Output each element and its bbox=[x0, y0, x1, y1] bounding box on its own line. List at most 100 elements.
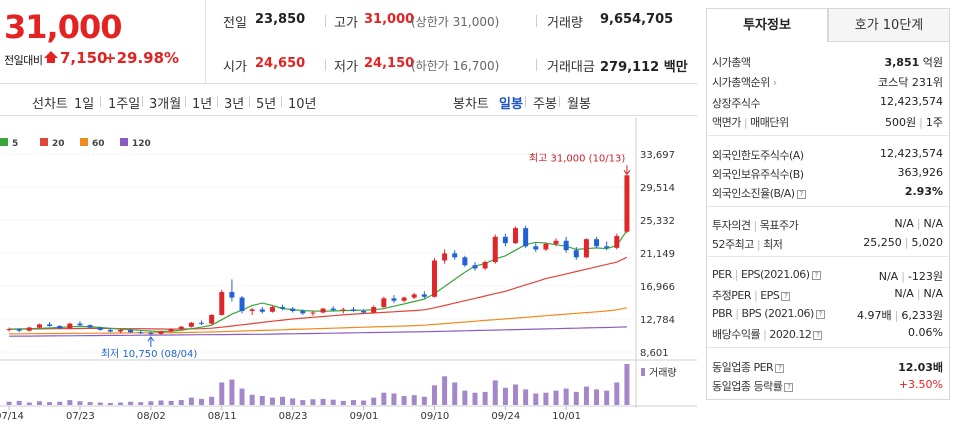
volume-bar bbox=[361, 400, 367, 405]
volume-bar bbox=[239, 388, 245, 405]
volume-bar bbox=[614, 382, 620, 405]
foreign-hold-label: 외국인보유주식수(B) bbox=[712, 168, 804, 181]
volume-bar bbox=[391, 393, 397, 405]
period-5y-button[interactable]: 5년 bbox=[256, 97, 277, 112]
legend-swatch bbox=[80, 138, 88, 146]
candle-body bbox=[47, 324, 53, 326]
volume-bar bbox=[148, 401, 154, 405]
volume-bar bbox=[158, 400, 164, 405]
line-chart-button[interactable]: 선차트 bbox=[32, 97, 68, 112]
low-label: 저가 bbox=[334, 60, 358, 75]
lower-limit: (하한가 16,700) bbox=[411, 59, 500, 73]
candle-body bbox=[128, 329, 134, 333]
volume-bar bbox=[624, 364, 630, 405]
period-3y-button[interactable]: 3년 bbox=[224, 97, 245, 112]
market-cap-label: 시가총액 bbox=[712, 56, 751, 69]
candle-body bbox=[199, 322, 205, 324]
volume-value: 9,654,705 bbox=[600, 12, 674, 27]
pbr-label: PBR | BPS (2021.06)? bbox=[712, 307, 825, 320]
candle-body bbox=[259, 309, 265, 312]
foreign-limit-value: 12,423,574 bbox=[880, 147, 943, 160]
candle-body bbox=[239, 297, 245, 311]
candle-body bbox=[16, 329, 22, 331]
annotation-high: 최고 31,000 (10/13) bbox=[529, 152, 625, 164]
candle-body bbox=[442, 253, 448, 261]
par-label: 액면가 | 매매단위 bbox=[712, 116, 789, 129]
candle-body bbox=[371, 307, 377, 313]
volume-bar bbox=[513, 384, 519, 405]
candle-body bbox=[472, 265, 478, 269]
industry-rate-label: 동일업종 등락률? bbox=[712, 378, 794, 394]
volume-bar bbox=[117, 402, 123, 405]
period-1w-button[interactable]: 1주일 bbox=[108, 97, 141, 112]
volume-bar bbox=[431, 385, 437, 405]
volume-bar bbox=[6, 401, 12, 405]
volume-bar bbox=[249, 394, 255, 405]
candle-body bbox=[26, 327, 32, 331]
candle-body bbox=[158, 331, 164, 334]
divider bbox=[325, 15, 326, 27]
volume-bar bbox=[269, 397, 275, 405]
foreign-hold-value: 363,926 bbox=[897, 166, 944, 179]
candle-body bbox=[401, 297, 407, 301]
volume-bar bbox=[604, 390, 610, 405]
help-icon[interactable]: ? bbox=[775, 364, 785, 373]
help-icon[interactable]: ? bbox=[781, 292, 791, 301]
period-toolbar bbox=[0, 86, 697, 116]
volume-bar bbox=[300, 400, 306, 405]
candle-body bbox=[563, 240, 569, 251]
volume-bar bbox=[330, 399, 336, 405]
daily-candle-button[interactable]: 일봉 bbox=[499, 97, 523, 112]
low-arrow-icon bbox=[147, 336, 155, 348]
monthly-candle-button[interactable]: 월봉 bbox=[567, 97, 591, 112]
candle-body bbox=[107, 329, 113, 332]
volume-bar bbox=[188, 397, 194, 405]
rank-label[interactable]: 시가총액순위 › bbox=[712, 76, 777, 89]
period-1d-button[interactable]: 1일 bbox=[74, 97, 95, 112]
period-10y-button[interactable]: 10년 bbox=[288, 97, 317, 112]
tab-invest-info[interactable]: 투자정보 bbox=[706, 8, 828, 42]
candle-body bbox=[340, 309, 346, 311]
x-tick-label: 10/01 bbox=[552, 411, 581, 422]
help-icon[interactable]: ? bbox=[796, 190, 806, 199]
y-tick-label: 33,697 bbox=[640, 150, 675, 161]
x-tick-label: 07/14 bbox=[0, 411, 24, 422]
help-icon[interactable]: ? bbox=[815, 310, 825, 319]
help-icon[interactable]: ? bbox=[813, 331, 823, 340]
candle-body bbox=[310, 312, 316, 314]
volume-bar bbox=[47, 402, 53, 405]
volume-label: 거래량 bbox=[547, 16, 583, 31]
help-icon[interactable]: ? bbox=[784, 383, 794, 392]
market-cap-value: 3,851 억원 bbox=[884, 56, 943, 69]
divider bbox=[100, 96, 101, 107]
volume-bar bbox=[411, 395, 417, 405]
tab-quote-10[interactable]: 호가 10단계 bbox=[828, 8, 950, 42]
high-label: 고가 bbox=[334, 16, 358, 31]
quote-header bbox=[0, 0, 697, 84]
divider bbox=[185, 96, 186, 107]
change-amount: 7,150 bbox=[60, 49, 108, 67]
candle-body bbox=[269, 307, 275, 312]
legend-swatch bbox=[0, 138, 8, 146]
volume-bar bbox=[97, 402, 103, 405]
weekly-candle-button[interactable]: 주봉 bbox=[533, 97, 557, 112]
legend-label: 5 bbox=[12, 139, 18, 149]
candle-body bbox=[502, 236, 508, 244]
candle-chart-button[interactable]: 봉차트 bbox=[453, 97, 489, 112]
price-chart[interactable]: 33,697 29,514 25,332 21,149 16,966 12,784 8,60… bbox=[0, 118, 697, 440]
candle-body bbox=[381, 298, 387, 308]
rank-value: 코스닥 231위 bbox=[878, 76, 943, 89]
period-1y-button[interactable]: 1년 bbox=[192, 97, 213, 112]
candle-body bbox=[614, 236, 620, 248]
candle-body bbox=[513, 228, 519, 244]
volume-bar bbox=[219, 382, 225, 405]
price-box: 31,000 전일대비 7,150 +29.98% bbox=[0, 0, 206, 84]
period-3m-button[interactable]: 3개월 bbox=[149, 97, 182, 112]
x-tick-label: 08/23 bbox=[279, 411, 308, 422]
volume-bar bbox=[401, 395, 407, 405]
candle-body bbox=[523, 228, 529, 247]
help-icon[interactable]: ? bbox=[811, 271, 821, 280]
candle-body bbox=[320, 308, 326, 313]
change-label: 전일대비 bbox=[4, 54, 43, 67]
candle-body bbox=[188, 322, 194, 327]
